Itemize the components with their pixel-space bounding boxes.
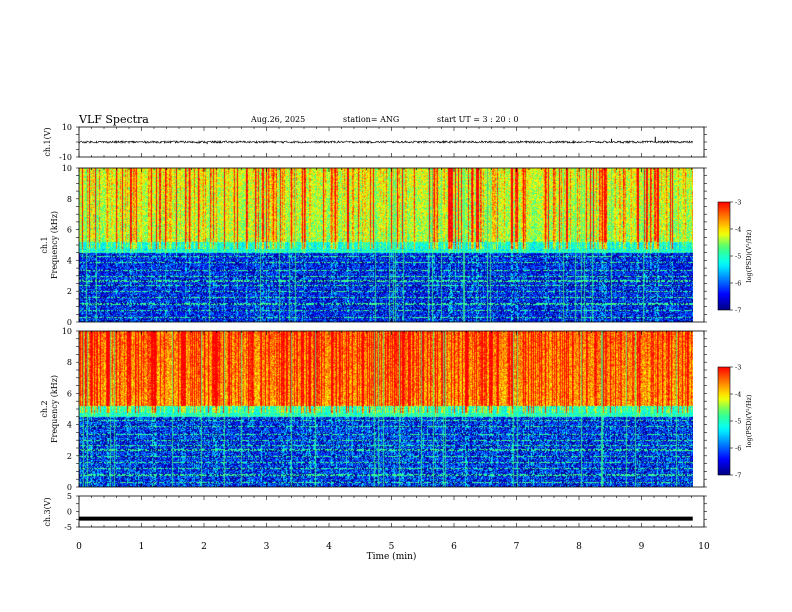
- x-tick-label: 2: [201, 542, 207, 552]
- panels-layer: [78, 136, 693, 521]
- colorbar-label: log(PSD)(V²/Hz): [745, 229, 753, 282]
- ch3-ylabel: ch.3(V): [43, 497, 52, 526]
- y-tick-label: 0: [67, 318, 72, 327]
- colorbar-tick-label: -5: [735, 418, 741, 426]
- y-tick-label: 10: [62, 123, 72, 132]
- x-tick-label: 7: [514, 542, 520, 552]
- y-tick-label: 6: [67, 226, 72, 235]
- y-tick-label: 8: [67, 358, 72, 367]
- x-axis-title: Time (min): [367, 551, 417, 562]
- colorbar-label: log(PSD)(V²/Hz): [745, 394, 753, 447]
- x-tick-label: 9: [639, 542, 645, 552]
- y-tick-label: 5: [67, 492, 72, 501]
- x-tick-label: 8: [576, 542, 582, 552]
- x-tick-label: 10: [698, 542, 710, 552]
- panel-frame-ch3-waveform: [78, 495, 705, 528]
- start-time-label: start UT = 3 : 20 : 0: [437, 115, 519, 124]
- y-tick-label: 0: [67, 508, 72, 517]
- colorbar-tick-label: -6: [735, 445, 741, 453]
- ch1-ylabel: ch.1(V): [43, 127, 52, 156]
- x-tick-label: 0: [76, 542, 82, 552]
- y-tick-label: 10: [62, 164, 72, 173]
- x-tick-label: 4: [326, 542, 332, 552]
- y-tick-label: 4: [67, 421, 72, 430]
- y-tick-label: 10: [62, 327, 72, 336]
- colorbar-tick-label: -7: [735, 472, 741, 480]
- y-tick-label: 8: [67, 195, 72, 204]
- chart-title: VLF Spectra: [79, 113, 149, 126]
- colorbar-ch1-spectrogram: [717, 201, 731, 311]
- y-tick-label: 2: [67, 287, 72, 296]
- y-tick-label: 2: [67, 452, 72, 461]
- y-tick-label: 4: [67, 256, 72, 265]
- colorbars-layer: -3 -4 -5 -6 -7 log(PSD)(V²/Hz) -3 -4 -5 -6 -7 log(P…: [717, 199, 753, 480]
- colorbar-ch2-spectrogram: [717, 366, 731, 476]
- y-tick-label: -5: [64, 523, 72, 532]
- date-label: Aug.26, 2025: [251, 115, 306, 124]
- colorbar-tick-label: -3: [735, 364, 741, 372]
- colorbar-tick-label: -7: [735, 307, 741, 315]
- ch1-waveform-line: [78, 139, 693, 145]
- colorbar-tick-label: -6: [735, 280, 741, 288]
- x-tick-label: 6: [451, 542, 457, 552]
- colorbar-tick-label: -3: [735, 199, 741, 207]
- colorbar-tick-label: -4: [735, 391, 741, 399]
- y-tick-label: -10: [59, 153, 72, 162]
- colorbar-tick-label: -4: [735, 226, 741, 234]
- x-tick-label: 5: [389, 542, 395, 552]
- station-label: station= ANG: [343, 115, 400, 124]
- colorbar-tick-label: -5: [735, 253, 741, 261]
- ch2-spectrogram-ylabel-line1: ch.2: [40, 400, 49, 417]
- spectrogram-ch2: [79, 331, 693, 487]
- ch1-spectrogram-ylabel-line2: Frequency (kHz): [50, 211, 59, 279]
- x-tick-label: 1: [139, 542, 145, 552]
- ch1-spectrogram-ylabel-line1: ch.1: [40, 236, 49, 253]
- x-tick-label: 3: [264, 542, 270, 552]
- y-tick-label: 0: [67, 483, 72, 492]
- spectrogram-ch1: [79, 168, 693, 322]
- y-tick-label: 6: [67, 389, 72, 398]
- ch2-spectrogram-ylabel-line2: Frequency (kHz): [50, 375, 59, 443]
